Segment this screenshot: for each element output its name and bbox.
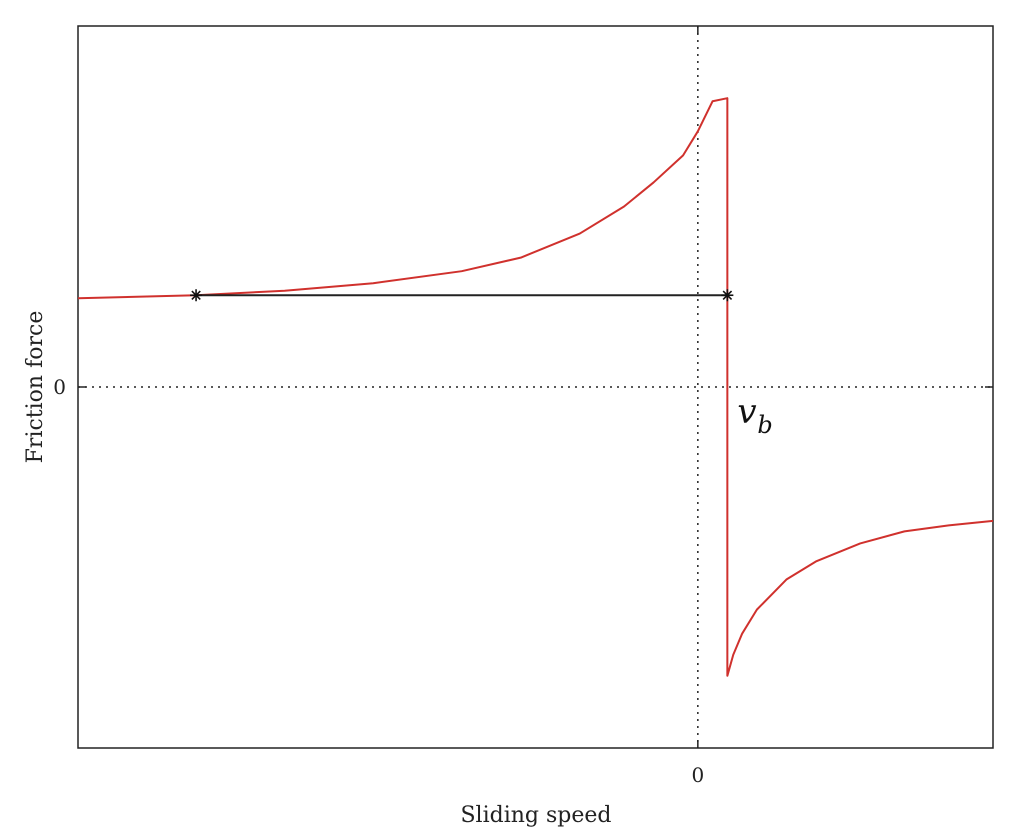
- y-tick-label-zero: 0: [53, 375, 66, 399]
- x-axis-label: Sliding speed: [460, 803, 611, 828]
- vb-annotation-subscript: b: [757, 411, 772, 439]
- vb-annotation: v b: [737, 392, 772, 439]
- star-marker: [721, 289, 734, 302]
- x-tick-label-zero: 0: [691, 763, 704, 787]
- vb-annotation-symbol: v: [737, 392, 756, 432]
- friction-curve-line: [77, 97, 994, 677]
- star-marker: [190, 289, 203, 302]
- y-axis-label: Friction force: [23, 311, 48, 464]
